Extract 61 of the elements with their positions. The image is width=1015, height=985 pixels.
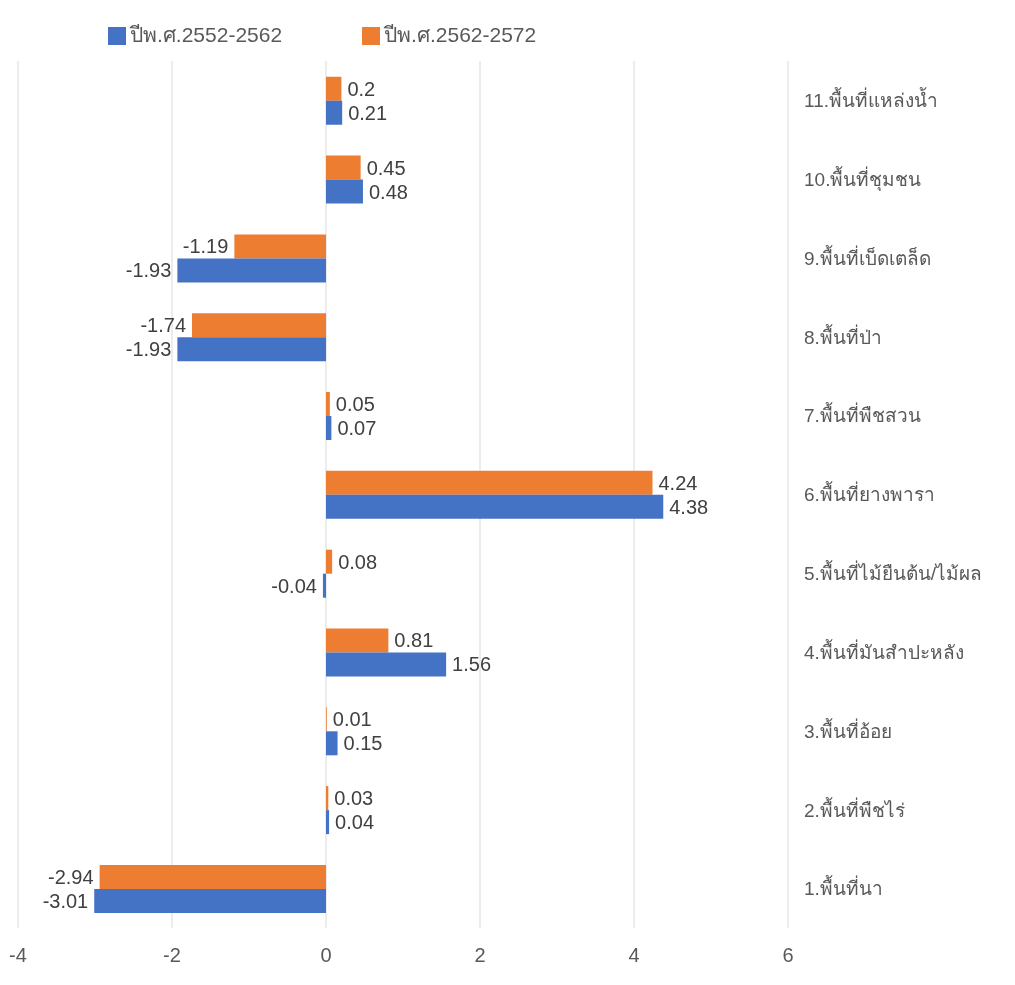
y-tick-label: 11.พื้นที่แหล่งน้ำ: [804, 87, 939, 112]
data-label: -1.74: [140, 314, 187, 337]
x-tick-label: -4: [9, 944, 27, 967]
bar: [326, 76, 342, 101]
data-label: -0.04: [271, 574, 317, 597]
data-label: -1.93: [125, 259, 172, 282]
bar: [326, 494, 664, 519]
bar: [326, 155, 361, 180]
bar: [326, 392, 330, 417]
data-label: 0.48: [368, 180, 408, 203]
data-label: 0.81: [394, 629, 434, 652]
data-label: -2.94: [48, 865, 94, 888]
y-tick-label: 6.พื้นที่ยางพารา: [804, 481, 935, 506]
y-tick-label: 10.พื้นที่ชุมชน: [804, 165, 922, 192]
data-label: 0.08: [338, 550, 378, 573]
bar: [99, 864, 326, 889]
y-tick-label: 4.พื้นที่มันสำปะหลัง: [804, 638, 964, 663]
bar: [326, 810, 330, 835]
bar: [326, 470, 653, 495]
data-label: -1.93: [125, 338, 172, 361]
y-tick-label: 1.พื้นที่นา: [804, 875, 883, 900]
bar: [322, 573, 326, 598]
bar: [326, 549, 333, 574]
data-label: 4.38: [669, 495, 709, 518]
bar: [326, 731, 338, 756]
x-tick-label: 4: [628, 944, 640, 967]
x-tick-label: 2: [474, 944, 486, 967]
data-label: -3.01: [42, 889, 89, 912]
y-tick-label: 8.พื้นที่ป่า: [804, 323, 882, 348]
y-tick-label: 2.พื้นที่พืชไร่: [804, 796, 905, 821]
x-tick-label: -2: [163, 944, 181, 967]
bar: [192, 313, 326, 338]
data-label: -1.19: [182, 235, 229, 258]
bar: [326, 652, 447, 677]
data-label: 0.04: [335, 811, 375, 834]
data-label: 1.56: [452, 653, 492, 676]
bar: [177, 258, 326, 283]
data-label: 0.21: [348, 101, 388, 124]
y-tick-label: 3.พื้นที่อ้อย: [804, 717, 892, 742]
legend-label: ปีพ.ศ.2552-2562: [130, 23, 283, 46]
bar: [177, 337, 326, 362]
bar: [326, 179, 363, 204]
bar: [326, 416, 332, 441]
data-label: 0.07: [337, 417, 377, 440]
x-tick-label: 0: [320, 944, 332, 967]
data-label: 0.45: [366, 156, 406, 179]
data-label: 0.03: [334, 787, 374, 810]
bar: [94, 888, 326, 913]
y-tick-label: 7.พื้นที่พืชสวน: [804, 402, 921, 427]
data-label: 0.15: [343, 732, 383, 755]
bar: [326, 100, 343, 125]
x-tick-label: 6: [782, 944, 794, 967]
data-label: 0.05: [335, 393, 375, 416]
y-tick-label: 9.พื้นที่เบ็ดเตล็ด: [804, 244, 931, 269]
data-label: 4.24: [658, 471, 698, 494]
legend-label: ปีพ.ศ.2562-2572: [384, 23, 537, 46]
bar: [234, 234, 326, 259]
y-tick-label: 5.พื้นที่ไม้ยืนต้น/ไม้ผล: [804, 560, 983, 585]
bar: [326, 628, 389, 653]
data-label: 0.01: [332, 708, 372, 731]
data-label: 0.2: [347, 77, 376, 100]
